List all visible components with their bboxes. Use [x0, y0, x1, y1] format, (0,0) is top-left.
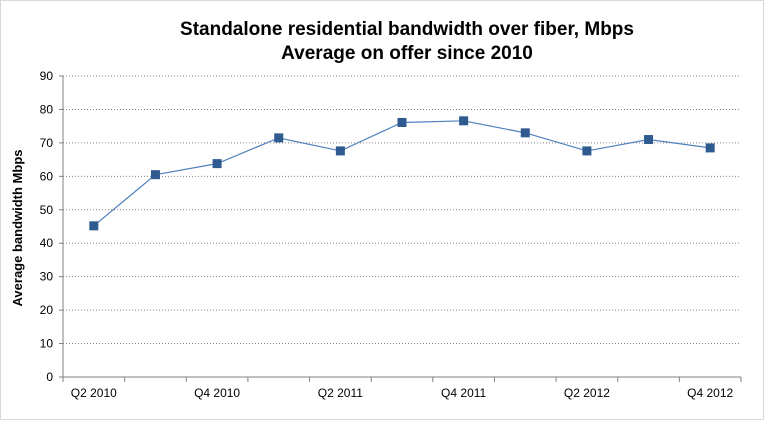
y-tick-label: 70	[40, 136, 54, 150]
y-tick-label: 0	[46, 370, 53, 384]
y-tick-label: 10	[40, 337, 54, 351]
data-point-marker	[89, 221, 99, 231]
data-point-marker	[274, 133, 284, 143]
data-point-marker	[459, 116, 469, 126]
y-tick-label: 60	[40, 169, 54, 183]
x-tick-label: Q2 2010	[71, 386, 117, 400]
chart-subtitle: Average on offer since 2010	[281, 43, 533, 64]
y-tick-label: 20	[40, 303, 54, 317]
line-chart: Standalone residential bandwidth over fi…	[10, 19, 742, 400]
grid-layer	[63, 75, 741, 345]
data-point-marker	[582, 146, 592, 156]
x-tick-label: Q4 2012	[687, 386, 733, 400]
chart-frame: Standalone residential bandwidth over fi…	[0, 0, 764, 420]
data-point-marker	[644, 135, 654, 145]
y-tick-label: 90	[40, 69, 54, 83]
data-point-marker	[335, 146, 345, 156]
chart-title: Standalone residential bandwidth over fi…	[180, 19, 634, 40]
x-tick-label: Q2 2012	[564, 386, 610, 400]
x-tick-label: Q4 2010	[194, 386, 240, 400]
y-tick-label: 80	[40, 102, 54, 116]
x-tick-label: Q2 2011	[318, 386, 363, 400]
data-point-marker	[705, 143, 715, 153]
series-layer	[89, 116, 715, 231]
y-tick-label: 50	[40, 203, 54, 217]
data-point-marker	[397, 117, 407, 127]
x-tick-label: Q4 2011	[441, 386, 486, 400]
data-point-marker	[150, 170, 160, 180]
y-tick-label: 30	[40, 270, 54, 284]
axis-layer: 0 10 20 30 40 50 60 70 80 90 Q2 2010 Q4 2010 Q2 2011…	[40, 69, 742, 400]
data-point-marker	[212, 159, 222, 169]
y-axis-label: Average bandwidth Mbps	[10, 150, 25, 307]
data-point-marker	[520, 128, 530, 138]
y-tick-label: 40	[40, 236, 54, 250]
